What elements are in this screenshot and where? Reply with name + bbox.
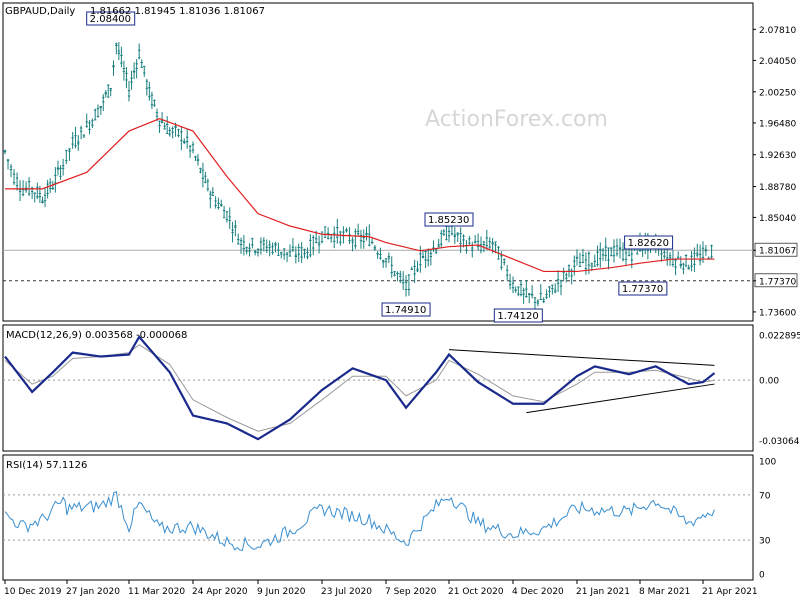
annotation-label-4: 1.82620 (628, 238, 669, 249)
rsi-tick-label-1: 70 (759, 491, 771, 501)
rsi-frame (2, 454, 754, 581)
candles (3, 41, 713, 312)
price-tick-label-6: 1.85040 (759, 214, 796, 224)
price-tick-label-8: 1.77370 (759, 277, 796, 287)
macd-main-line (4, 334, 716, 441)
price-tick-label-1: 2.04050 (759, 57, 796, 67)
price-tick-label-7: 1.81067 (759, 247, 796, 257)
price-tick-label-4: 1.92630 (759, 151, 796, 161)
annotation-box-4 (624, 235, 674, 250)
rsi-tick-label-2: 30 (759, 537, 771, 547)
price-tick-label-2: 2.00250 (759, 88, 796, 98)
macd-tick-label-0: 0.022895 (759, 332, 800, 342)
x-tick-label-11: 21 Apr 2021 (702, 587, 758, 597)
price-tick-label-0: 2.07810 (759, 26, 796, 36)
macd-signal-line (4, 344, 715, 432)
rsi-panel: RSI(14) 57.1126 (3, 460, 753, 551)
panel-frames (2, 2, 754, 581)
ohlc-label: 1.81662 1.81945 1.81036 1.81067 (90, 6, 265, 17)
x-tick-label-1: 27 Jan 2020 (66, 587, 120, 597)
macd-trendline-0 (448, 349, 715, 366)
macd-title: MACD(12,26,9) 0.003568 -0.000068 (6, 330, 187, 341)
annotation-label-0: 2.08400 (90, 14, 131, 25)
x-tick-label-8: 4 Dec 2020 (512, 587, 564, 597)
rsi-tick-label-0: 100 (759, 458, 776, 468)
axis-labels: 2.07810 2.04050 2.00250 1.96480 1.92630 1.887… (4, 26, 800, 597)
price-tick-label-3: 1.96480 (759, 119, 796, 129)
x-tick-label-6: 7 Sep 2020 (385, 587, 437, 597)
price-frame (2, 2, 754, 322)
price-tick-label-5: 1.88780 (759, 183, 796, 193)
symbol-label: GBPAUD,Daily (5, 6, 75, 17)
annotation-box-0 (86, 11, 136, 26)
annotation-box-3 (493, 308, 543, 323)
x-tick-label-7: 21 Oct 2020 (448, 587, 504, 597)
x-tick-label-9: 21 Jan 2021 (576, 587, 630, 597)
rsi-line (4, 491, 715, 551)
rsi-title: RSI(14) 57.1126 (6, 460, 87, 471)
x-tick-label-3: 24 Apr 2020 (192, 587, 248, 597)
macd-tick-label-1: 0.00 (759, 377, 779, 387)
macd-trendline-1 (526, 383, 715, 414)
annotation-box-5 (618, 281, 668, 296)
annotation-label-2: 1.85230 (428, 215, 469, 226)
price-panel: 2.08400 1.74910 1.85230 1.74120 1.82620 1.773… (3, 11, 753, 323)
rsi-tick-label-3: 0 (759, 571, 765, 581)
x-tick-label-2: 11 Mar 2020 (128, 587, 185, 597)
macd-panel: MACD(12,26,9) 0.003568 -0.000068 (3, 330, 753, 441)
annotation-label-5: 1.77370 (622, 284, 663, 295)
x-tick-label-10: 8 Mar 2021 (639, 587, 690, 597)
macd-frame (2, 324, 754, 452)
x-tick-label-0: 10 Dec 2019 (4, 587, 62, 597)
annotation-label-1: 1.74910 (385, 305, 426, 316)
price-tick-label-9: 1.73600 (759, 308, 796, 318)
watermark-text: ActionForex.com (425, 107, 608, 132)
annotation-box-2 (424, 212, 474, 227)
x-tick-label-5: 23 Jul 2020 (321, 587, 372, 597)
x-tick-label-4: 9 Jun 2020 (257, 587, 306, 597)
moving-average-line (5, 117, 715, 273)
annotation-label-3: 1.74120 (497, 311, 538, 322)
annotation-box-1 (381, 302, 431, 317)
macd-tick-label-2: -0.030645 (759, 437, 800, 447)
